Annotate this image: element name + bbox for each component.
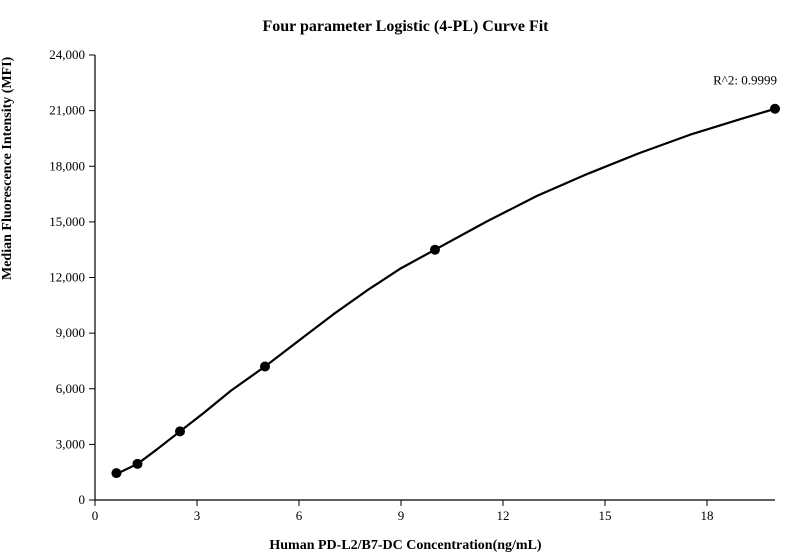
y-tick-label: 9,000 [56,325,85,340]
y-tick-label: 18,000 [49,158,85,173]
y-tick-label: 15,000 [49,214,85,229]
data-point [770,104,780,114]
chart-container: Four parameter Logistic (4-PL) Curve Fit… [0,0,811,560]
x-tick-label: 18 [701,508,714,523]
y-tick-label: 21,000 [49,103,85,118]
fit-curve [114,109,775,475]
x-tick-label: 9 [398,508,405,523]
x-tick-label: 3 [194,508,201,523]
data-point [260,362,270,372]
y-tick-label: 3,000 [56,436,85,451]
data-point [430,245,440,255]
y-tick-label: 12,000 [49,270,85,285]
x-tick-label: 0 [92,508,99,523]
x-tick-label: 15 [599,508,612,523]
y-tick-label: 6,000 [56,381,85,396]
y-tick-label: 0 [79,492,86,507]
chart-svg: 0 3,000 6,000 9,000 12,000 15,000 18,000 21,000… [0,0,811,560]
x-tick-label: 12 [497,508,510,523]
data-point [133,459,143,469]
data-point [111,468,121,478]
x-tick-label: 6 [296,508,303,523]
y-tick-label: 24,000 [49,47,85,62]
r-squared-annotation: R^2: 0.9999 [713,73,777,88]
data-point [175,426,185,436]
